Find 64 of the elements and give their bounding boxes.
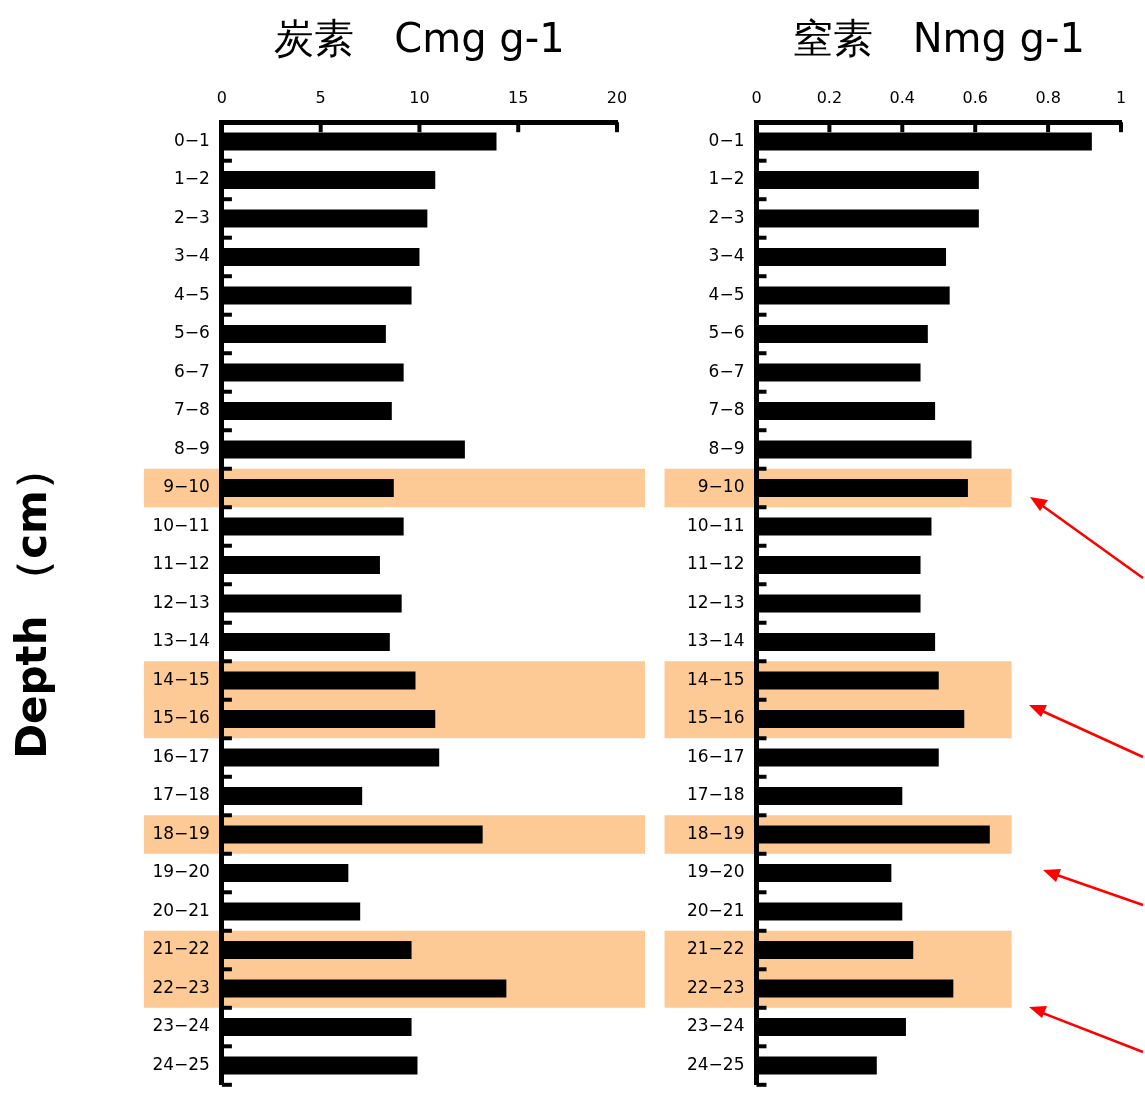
y-tick-label: 24−25 <box>152 1053 210 1074</box>
y-tick-label: 15−16 <box>152 707 210 728</box>
y-tick-label: 17−18 <box>152 784 210 805</box>
x-tick-label: 0.4 <box>889 87 916 107</box>
y-tick-label: 20−21 <box>152 899 210 920</box>
y-tick-label: 19−20 <box>152 861 210 882</box>
y-tick-label: 3−4 <box>174 245 210 266</box>
y-tick-label: 12−13 <box>152 591 210 612</box>
y-tick-label: 13−14 <box>686 630 745 651</box>
y-tick-label: 2−3 <box>174 206 210 227</box>
y-tick-label: 1−2 <box>174 168 210 189</box>
y-tick-label: 20−21 <box>686 899 745 920</box>
y-tick-label: 23−24 <box>152 1015 210 1036</box>
y-tick-label: 9−10 <box>697 476 745 497</box>
y-tick-label: 24−25 <box>686 1053 745 1074</box>
y-tick-label: 13−14 <box>152 630 210 651</box>
y-tick-label: 3−4 <box>708 245 745 266</box>
y-tick-label: 1−2 <box>708 168 745 189</box>
x-tick-label: 1 <box>1115 87 1127 107</box>
y-tick-label: 5−6 <box>174 322 210 343</box>
y-tick-label: 23−24 <box>686 1015 745 1036</box>
y-tick-label: 10−11 <box>686 514 745 535</box>
x-tick-label: 10 <box>409 87 430 107</box>
y-tick-label: 8−9 <box>708 437 745 458</box>
y-tick-label: 15−16 <box>686 707 745 728</box>
x-tick-label: 0.2 <box>816 87 843 107</box>
y-tick-label: 14−15 <box>686 668 745 689</box>
x-tick-label: 0 <box>216 87 227 107</box>
y-tick-label: 21−22 <box>152 938 210 959</box>
y-tick-label: 16−17 <box>686 745 745 766</box>
y-tick-label: 8−9 <box>174 437 210 458</box>
y-tick-label: 16−17 <box>152 745 210 766</box>
x-tick-label: 15 <box>508 87 529 107</box>
y-axis-title: Depth （cm） <box>7 448 57 759</box>
x-tick-label: 5 <box>315 87 326 107</box>
x-tick-label: 0.8 <box>1035 87 1061 107</box>
y-tick-label: 17−18 <box>686 784 745 805</box>
y-tick-label: 11−12 <box>152 553 210 574</box>
y-tick-label: 9−10 <box>163 476 210 497</box>
y-tick-label: 0−1 <box>174 129 210 150</box>
y-tick-label: 18−19 <box>152 822 210 843</box>
y-tick-label: 18−19 <box>686 822 745 843</box>
y-tick-label: 12−13 <box>686 591 745 612</box>
y-tick-label: 6−7 <box>174 360 210 381</box>
x-tick-label: 20 <box>606 87 628 107</box>
chart-title: 窒素 Nmg g-1 <box>792 15 1085 61</box>
y-tick-label: 22−23 <box>152 976 210 997</box>
y-tick-label: 11−12 <box>686 553 745 574</box>
y-tick-label: 21−22 <box>686 938 745 959</box>
y-tick-label: 22−23 <box>686 976 745 997</box>
y-tick-label: 0−1 <box>708 129 745 150</box>
y-tick-label: 5−6 <box>708 322 745 343</box>
y-tick-label: 7−8 <box>708 399 745 420</box>
x-tick-label: 0 <box>751 87 762 107</box>
y-tick-label: 7−8 <box>174 399 210 420</box>
y-tick-label: 4−5 <box>174 283 210 304</box>
y-tick-label: 14−15 <box>152 668 210 689</box>
y-tick-label: 6−7 <box>708 360 745 381</box>
x-tick-label: 0.6 <box>962 87 988 107</box>
y-tick-label: 10−11 <box>152 514 210 535</box>
y-tick-label: 2−3 <box>708 206 745 227</box>
chart-title: 炭素 Cmg g-1 <box>274 15 565 61</box>
y-tick-label: 19−20 <box>686 861 745 882</box>
y-tick-label: 4−5 <box>708 283 745 304</box>
